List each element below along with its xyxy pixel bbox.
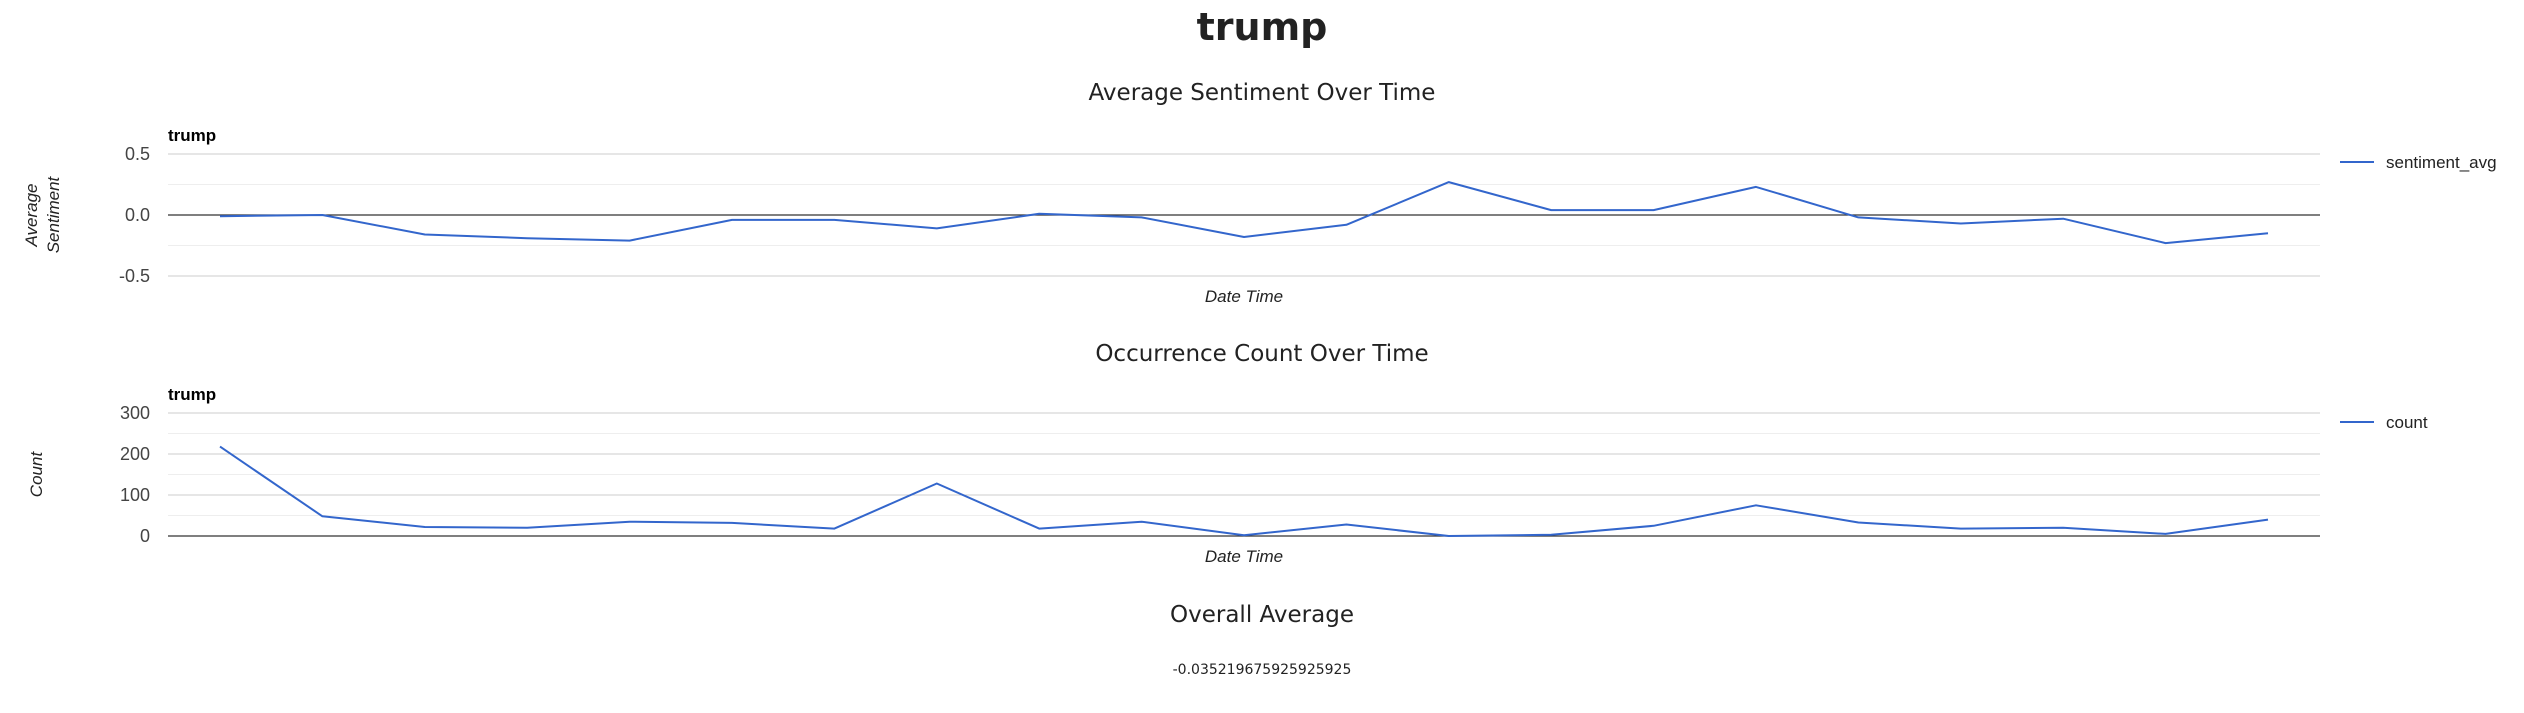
- overall-average-value: -0.035219675925925925: [1172, 662, 1352, 678]
- count-chart: 300 200 100 0 trump Date Time Count count: [27, 385, 2428, 566]
- y-axis-title: Average Sentiment: [22, 175, 63, 253]
- y-tick-label: 200: [120, 444, 150, 464]
- page-title: trump: [1196, 5, 1328, 49]
- chart-title: trump: [168, 126, 216, 145]
- legend-label: sentiment_avg: [2386, 153, 2497, 172]
- y-tick-label: 0.5: [125, 144, 150, 164]
- count-section-title: Occurrence Count Over Time: [1095, 341, 1429, 367]
- y-axis-title: Count: [27, 451, 46, 498]
- x-axis-title: Date Time: [1205, 287, 1283, 306]
- sentiment-section-title: Average Sentiment Over Time: [1088, 80, 1436, 106]
- legend-label: count: [2386, 413, 2428, 432]
- y-tick-label: 100: [120, 485, 150, 505]
- series-line-sentiment_avg: [219, 181, 2269, 245]
- y-tick-label: -0.5: [119, 266, 150, 286]
- series-line-count: [219, 445, 2269, 537]
- y-tick-label: 300: [120, 403, 150, 423]
- sentiment-chart: 0.5 0.0 -0.5 trump Date Time Average Sentiment…: [22, 126, 2497, 306]
- y-tick-label: 0: [140, 526, 150, 546]
- overall-average-title: Overall Average: [1170, 602, 1354, 628]
- x-axis-title: Date Time: [1205, 547, 1283, 566]
- chart-title: trump: [168, 385, 216, 404]
- y-tick-label: 0.0: [125, 205, 150, 225]
